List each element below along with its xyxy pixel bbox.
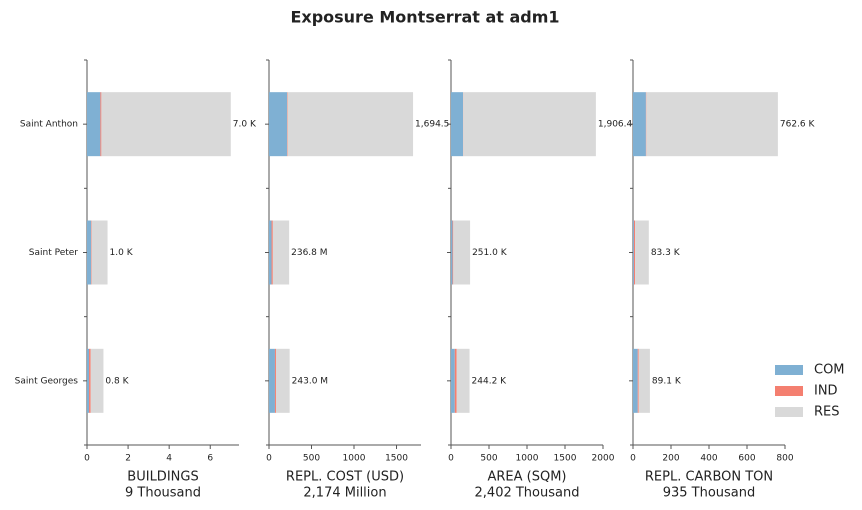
- total-label: 1,694.5: [415, 120, 449, 130]
- bar-segment: [646, 92, 778, 157]
- bar-segment: [275, 348, 290, 413]
- bar-segment: [633, 92, 646, 157]
- bar-segment: [456, 348, 470, 413]
- bar-segment: [274, 348, 276, 413]
- bar-segment: [451, 92, 464, 157]
- total-label: 236.8 M: [291, 248, 327, 258]
- bar-segment: [271, 220, 273, 285]
- bar-segment: [269, 92, 288, 157]
- x-axis-subtitle: 2,402 Thousand: [475, 486, 580, 501]
- bar-segment: [454, 348, 457, 413]
- total-label: 243.0 M: [292, 376, 328, 386]
- x-tick-label: 1000: [343, 454, 366, 464]
- x-tick-label: 200: [662, 454, 679, 464]
- total-label: 762.6 K: [780, 120, 816, 130]
- bar-segment: [452, 220, 454, 285]
- x-tick-label: 0: [84, 454, 90, 464]
- bar-segment: [100, 92, 102, 157]
- bar-segment: [269, 220, 272, 285]
- legend-label: RES: [814, 405, 840, 420]
- x-axis-label: BUILDINGS: [127, 470, 198, 485]
- y-tick-label: Saint Peter: [29, 248, 79, 258]
- x-tick-label: 0: [448, 454, 454, 464]
- x-axis-label: AREA (SQM): [487, 470, 566, 485]
- x-axis-subtitle: 9 Thousand: [125, 486, 201, 501]
- bar-segment: [272, 220, 290, 285]
- x-tick-label: 6: [207, 454, 213, 464]
- x-tick-label: 500: [303, 454, 320, 464]
- bar-segment: [87, 92, 101, 157]
- bar-segment: [635, 220, 649, 285]
- x-tick-label: 2000: [592, 454, 615, 464]
- total-label: 89.1 K: [652, 376, 682, 386]
- bar-segment: [101, 92, 231, 157]
- total-label: 1,906.4: [598, 120, 633, 130]
- bar-segment: [637, 348, 639, 413]
- x-tick-label: 4: [166, 454, 172, 464]
- bar-segment: [451, 348, 455, 413]
- bar-segment: [91, 220, 108, 285]
- x-tick-label: 500: [480, 454, 497, 464]
- legend-label: IND: [814, 384, 838, 399]
- bar-segment: [87, 348, 90, 413]
- legend-swatch: [775, 407, 803, 417]
- bar-segment: [633, 348, 638, 413]
- x-tick-label: 0: [266, 454, 272, 464]
- bar-segment: [633, 220, 636, 285]
- total-label: 7.0 K: [233, 120, 257, 130]
- total-label: 0.8 K: [105, 376, 129, 386]
- x-tick-label: 800: [776, 454, 793, 464]
- bar-segment: [89, 348, 91, 413]
- bar-segment: [451, 220, 453, 285]
- x-tick-label: 400: [700, 454, 717, 464]
- bar-segment: [638, 348, 650, 413]
- total-label: 1.0 K: [110, 248, 134, 258]
- total-label: 251.0 K: [472, 248, 508, 258]
- x-axis-label: REPL. COST (USD): [286, 470, 404, 485]
- legend-swatch: [775, 365, 803, 375]
- y-tick-label: Saint Georges: [15, 376, 79, 386]
- bar-segment: [463, 92, 596, 157]
- bar-segment: [453, 220, 471, 285]
- x-axis-subtitle: 2,174 Million: [303, 486, 386, 501]
- x-tick-label: 2: [125, 454, 131, 464]
- legend-label: COM: [814, 363, 845, 378]
- bar-segment: [87, 220, 92, 285]
- x-tick-label: 600: [738, 454, 755, 464]
- x-tick-label: 0: [630, 454, 636, 464]
- bar-segment: [269, 348, 275, 413]
- legend-swatch: [775, 386, 803, 396]
- x-axis-subtitle: 935 Thousand: [663, 486, 756, 501]
- y-tick-label: Saint Anthon: [20, 120, 78, 130]
- bar-segment: [287, 92, 414, 157]
- chart-title: Exposure Montserrat at adm1: [290, 8, 559, 27]
- bar-segment: [90, 348, 104, 413]
- total-label: 83.3 K: [651, 248, 681, 258]
- x-tick-label: 1000: [516, 454, 539, 464]
- bar-segment: [633, 220, 634, 285]
- total-label: 244.2 K: [472, 376, 508, 386]
- x-tick-label: 1500: [385, 454, 408, 464]
- x-axis-label: REPL. CARBON TON: [645, 470, 773, 485]
- x-tick-label: 1500: [554, 454, 577, 464]
